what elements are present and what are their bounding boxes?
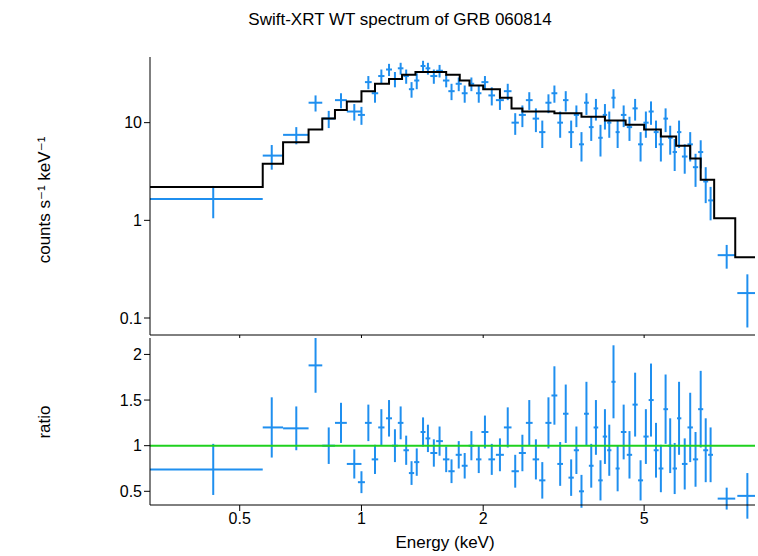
svg-text:0.5: 0.5: [120, 483, 142, 500]
svg-text:Energy (keV): Energy (keV): [395, 533, 494, 552]
svg-text:1.5: 1.5: [120, 392, 142, 409]
svg-text:counts s⁻¹ keV⁻¹: counts s⁻¹ keV⁻¹: [35, 136, 54, 263]
svg-text:1: 1: [133, 437, 142, 454]
svg-text:0.5: 0.5: [229, 510, 251, 527]
svg-text:2: 2: [133, 346, 142, 363]
svg-text:1: 1: [133, 212, 142, 229]
svg-text:1: 1: [357, 510, 366, 527]
svg-text:5: 5: [640, 510, 649, 527]
svg-text:Swift-XRT WT spectrum of GRB 0: Swift-XRT WT spectrum of GRB 060814: [248, 10, 551, 29]
svg-text:ratio: ratio: [35, 405, 54, 438]
svg-text:2: 2: [479, 510, 488, 527]
svg-text:0.1: 0.1: [120, 310, 142, 327]
svg-text:10: 10: [124, 114, 142, 131]
